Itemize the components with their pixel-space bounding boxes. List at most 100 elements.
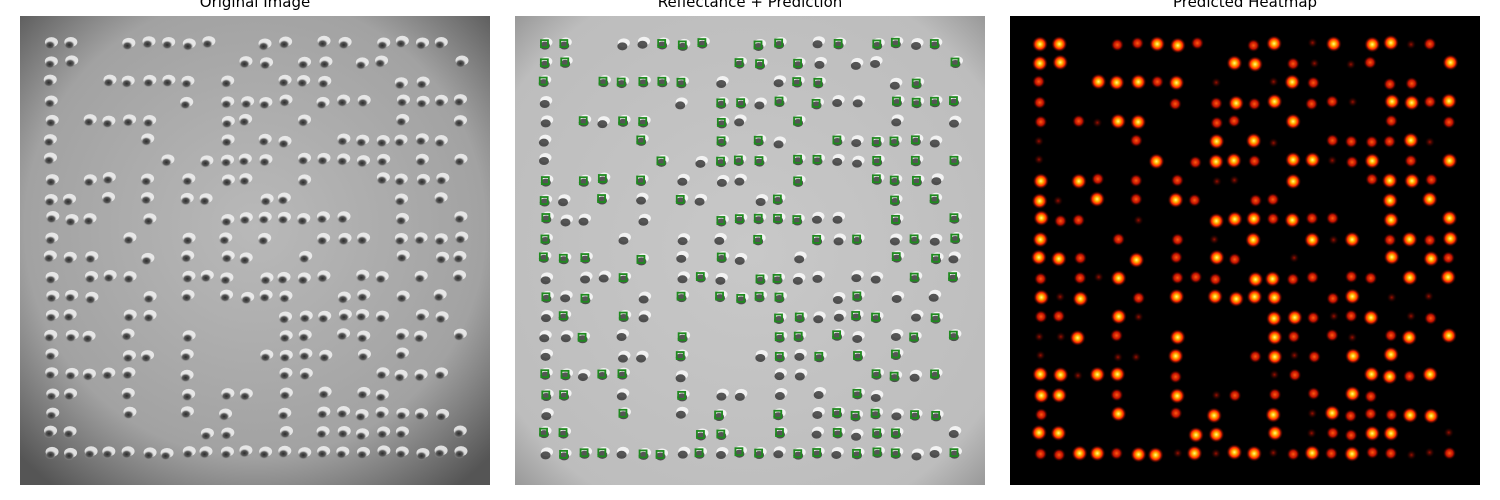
heatmap-spot — [1031, 36, 1048, 53]
heatmap-spot — [1034, 272, 1048, 286]
prediction-box — [560, 57, 570, 67]
heatmap-spot — [1286, 57, 1300, 71]
heatmap-spot — [1289, 350, 1300, 361]
dimple — [64, 293, 76, 303]
prediction-box — [871, 369, 881, 379]
prediction-box — [695, 272, 705, 281]
reflectance-dimple — [638, 314, 649, 323]
heatmap-spot — [1089, 191, 1106, 208]
dimple — [415, 312, 427, 322]
heatmap-spot — [1287, 330, 1301, 344]
dimple — [160, 157, 172, 167]
heatmap-spot — [1268, 388, 1282, 402]
dimple — [239, 255, 251, 265]
dimple — [44, 370, 56, 380]
heatmap-spot — [1442, 54, 1459, 71]
heatmap-spot — [1284, 212, 1301, 229]
heatmap-spot — [1245, 210, 1262, 227]
heatmap-spot — [1247, 97, 1261, 111]
dimple — [63, 451, 75, 461]
heatmap-spot — [1170, 271, 1184, 285]
heatmap-spot — [1344, 288, 1361, 305]
prediction-box — [792, 215, 802, 224]
prediction-box — [539, 196, 549, 205]
dimple — [240, 295, 252, 305]
dimple — [394, 373, 406, 383]
heatmap-spot — [1424, 311, 1438, 325]
dimple — [395, 449, 407, 459]
reflectance-dimple — [794, 372, 805, 381]
dimple — [416, 177, 428, 187]
dimple — [279, 391, 291, 401]
heatmap-spot — [1304, 151, 1321, 168]
dimple — [45, 411, 57, 421]
dimple — [161, 78, 173, 88]
prediction-box — [697, 38, 707, 47]
dimple — [374, 58, 386, 68]
dimple — [123, 274, 135, 284]
reflectance-dimple — [675, 101, 686, 110]
prediction-box — [889, 175, 899, 185]
dimple — [140, 256, 152, 266]
heatmap-spot — [1031, 424, 1048, 441]
prediction-box — [597, 194, 606, 203]
prediction-box — [540, 39, 549, 49]
reflectance-dimple — [813, 391, 824, 400]
prediction-box — [733, 155, 743, 165]
reflectance-dimple — [677, 237, 688, 246]
reflectance-dimple — [870, 393, 881, 402]
prediction-box — [814, 351, 824, 361]
dimple — [316, 449, 328, 459]
dimple — [140, 195, 152, 205]
dimple — [434, 236, 446, 246]
heatmap-spot — [1050, 425, 1067, 442]
heatmap-spot — [1209, 96, 1223, 110]
heatmap-spot — [1207, 288, 1224, 305]
prediction-box — [579, 448, 589, 458]
prediction-box — [871, 312, 880, 322]
dimple — [221, 119, 233, 129]
panel-title-reflectance: Reflectance + Prediction — [657, 0, 843, 11]
prediction-box — [910, 135, 920, 145]
prediction-box — [754, 448, 764, 458]
prediction-box — [538, 76, 548, 86]
dimple — [218, 235, 230, 245]
heatmap-spot — [1325, 328, 1339, 342]
dimple — [453, 97, 465, 107]
heatmap-spot — [1383, 249, 1400, 266]
heatmap-spot — [1266, 93, 1283, 110]
dimple — [435, 412, 447, 422]
dimple — [453, 449, 465, 459]
heatmap-spot — [1443, 427, 1454, 438]
prediction-box — [871, 174, 881, 184]
heatmap-spot — [1307, 37, 1318, 48]
dimple — [277, 275, 289, 285]
dimple — [396, 98, 408, 108]
heatmap-spot — [1406, 311, 1417, 322]
heatmap-spot — [1383, 93, 1400, 110]
reflectance-dimple — [891, 118, 902, 127]
reflectance-dimple — [812, 410, 823, 419]
dimple — [43, 137, 55, 147]
dimple — [45, 293, 57, 303]
heatmap-spot — [1228, 388, 1242, 402]
dimple — [63, 255, 75, 265]
heatmap-spot — [1406, 39, 1417, 50]
heatmap-spot — [1072, 114, 1086, 128]
heatmap-spot — [1285, 151, 1302, 168]
heatmap-spot — [1307, 387, 1321, 401]
prediction-box — [774, 38, 784, 48]
heatmap-spot — [1189, 270, 1203, 284]
reflectance-dimple — [540, 119, 551, 128]
heatmap-spot — [1285, 113, 1302, 130]
reflectance-dimple — [890, 332, 901, 341]
dimple — [220, 391, 232, 401]
reflectance-dimple — [794, 255, 805, 264]
reflectance-dimple — [889, 81, 900, 90]
heatmap-spot — [1168, 97, 1182, 111]
dimple — [62, 197, 74, 207]
dimple — [101, 119, 113, 129]
prediction-box — [891, 428, 900, 438]
dimple — [84, 254, 96, 264]
reflectance-dimple — [929, 237, 940, 246]
